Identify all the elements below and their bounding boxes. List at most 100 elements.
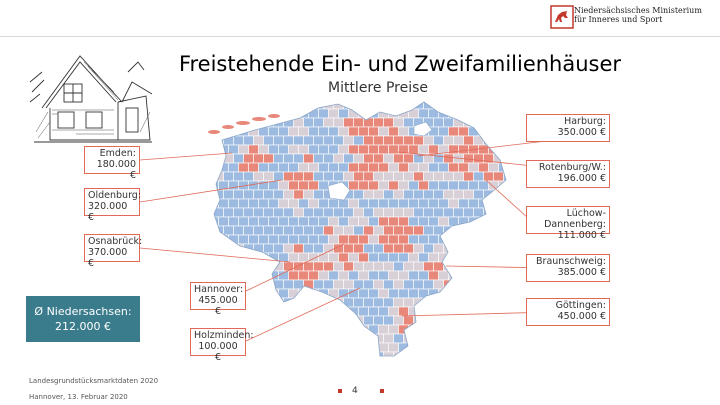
district-cell [423,243,434,254]
district-cell [283,225,294,236]
district-cell [313,189,324,200]
district-cell [223,243,234,254]
district-cell [233,225,244,236]
district-cell [218,270,229,281]
district-cell [483,171,494,182]
district-cell [448,162,459,173]
district-cell [514,244,524,253]
district-cell [498,306,506,317]
district-cell [378,144,389,155]
district-cell [428,180,439,191]
district-cell [368,162,379,173]
district-cell [358,288,369,299]
district-cell [418,216,429,227]
district-cell [298,270,309,281]
page-marker-right [380,389,384,393]
label-emden: Emden: 180.000 € [84,146,140,181]
district-cell [258,162,269,173]
district-cell [273,171,284,182]
district-cell [214,144,219,155]
district-cell [423,315,434,326]
district-cell [423,171,434,182]
district-cell [338,270,349,281]
district-cell [293,333,304,344]
district-cell [433,243,444,254]
district-cell [453,243,464,254]
district-cell [488,180,499,191]
district-cell [393,117,404,128]
header-divider [0,36,720,37]
district-cell [333,261,344,272]
district-cell [263,315,274,326]
district-cell [308,162,319,173]
district-cell [413,333,424,344]
district-cell [373,243,384,254]
district-cell [318,306,329,317]
district-cell [448,198,459,209]
district-cell [509,289,519,298]
district-cell [373,135,384,146]
district-cell [303,207,314,218]
district-cell [443,297,454,308]
district-cell [393,225,404,236]
district-cell [418,270,429,281]
label-rotenburg-name: Rotenburg/W.: [538,162,606,173]
district-cell [283,189,294,200]
district-cell [443,153,454,164]
district-cell [308,234,319,245]
district-cell [288,180,299,191]
district-cell [493,279,504,290]
district-cell [369,361,379,370]
district-cell [358,180,369,191]
district-cell [313,351,324,356]
district-cell [293,102,304,110]
district-cell [463,225,474,236]
district-cell [303,102,314,110]
district-cell [388,270,399,281]
average-value: 212.000 € [55,320,111,333]
district-cell [503,261,506,272]
label-emden-price: 180.000 € [96,159,136,181]
district-cell [433,261,444,272]
district-cell [403,261,414,272]
district-cell [488,234,499,245]
district-cell [473,351,484,356]
footer-place-date: Hannover, 13. Februar 2020 [29,393,128,401]
district-cell [383,102,394,110]
district-cell [268,144,279,155]
district-cell [308,270,319,281]
district-cell [313,225,324,236]
district-cell [238,108,249,119]
district-cell [478,234,489,245]
district-cell [413,207,424,218]
district-cell [503,207,506,218]
district-cell [278,234,289,245]
district-cell [393,135,404,146]
district-cell [298,234,309,245]
district-cell [288,234,299,245]
district-cell [353,225,364,236]
district-cell [363,297,374,308]
label-hannover-name: Hannover: [194,284,244,295]
district-cell [483,351,494,356]
district-cell [478,252,489,263]
district-cell [273,207,284,218]
district-cell [499,361,509,370]
district-cell [478,144,489,155]
district-cell [383,297,394,308]
district-cell [413,261,424,272]
district-cell [293,297,304,308]
district-cell [458,144,469,155]
district-cell [218,108,229,119]
hamburg-area [413,121,433,137]
average-label: Ø Niedersachsen: [34,305,132,318]
district-cell [278,198,289,209]
district-cell [373,102,384,110]
district-cell [428,234,439,245]
district-cell [268,162,279,173]
label-goettingen-price: 450.000 € [557,311,606,322]
district-cell [413,279,424,290]
district-cell [388,306,399,317]
district-cell [223,171,234,182]
district-cell [238,234,249,245]
